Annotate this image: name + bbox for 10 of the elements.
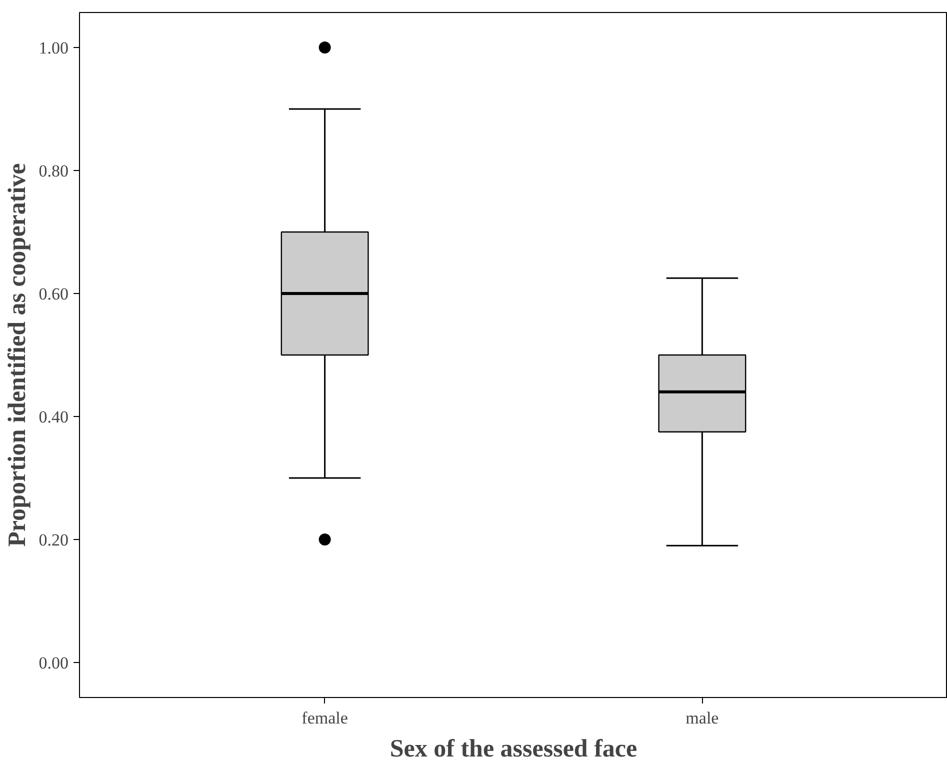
y-tick-label: 0.00 xyxy=(38,653,68,672)
x-tick-label: female xyxy=(302,708,348,728)
y-tick-label: 1.00 xyxy=(38,38,68,58)
y-tick-label: 0.60 xyxy=(38,284,68,304)
y-tick-label: 0.80 xyxy=(38,162,68,181)
y-tick-label: 0.40 xyxy=(38,407,68,426)
y-axis-title: Proportion identified as cooperative xyxy=(4,163,31,547)
x-axis-title: Sex of the assessed face xyxy=(390,736,638,762)
x-tick-label: male xyxy=(686,708,719,728)
y-tick-label: 0.20 xyxy=(38,530,68,550)
